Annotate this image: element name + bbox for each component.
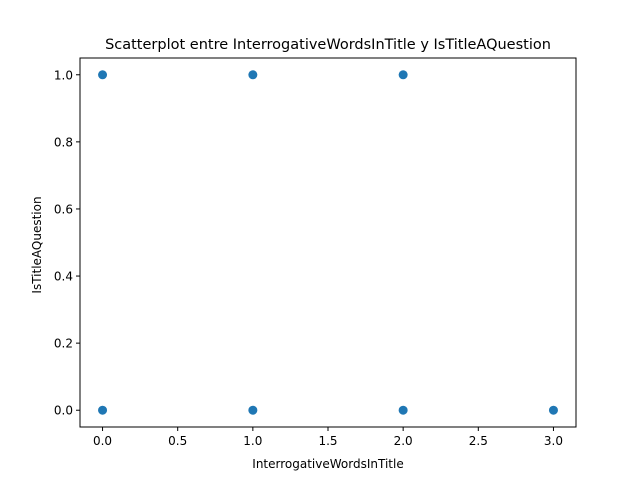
scatter-point [548,405,558,415]
y-axis-label: IsTitleAQuestion [30,196,44,293]
y-tick-label: 0.6 [54,202,73,216]
scatter-point [98,70,108,80]
scatter-point [398,405,408,415]
scatter-point [248,70,258,80]
x-tick-label: 1.0 [243,434,262,448]
x-tick-label: 0.5 [168,434,187,448]
y-axis: 0.0 0.2 0.4 0.6 0.8 1.0 [54,68,80,418]
plot-frame [79,57,577,428]
scatter-point [248,405,258,415]
x-tick-label: 1.5 [318,434,337,448]
scatter-marks [98,70,558,415]
scatter-point [98,405,108,415]
x-tick-label: 2.0 [394,434,413,448]
y-tick-label: 0.2 [54,337,73,351]
x-tick-label: 0.0 [93,434,112,448]
x-axis-label: InterrogativeWordsInTitle [252,457,403,471]
y-tick-label: 0.8 [54,135,73,149]
scatter-point [398,70,408,80]
chart-title: Scatterplot entre InterrogativeWordsInTi… [105,37,551,53]
y-tick-label: 1.0 [54,68,73,82]
x-tick-label: 3.0 [544,434,563,448]
x-tick-label: 2.5 [469,434,488,448]
x-axis: 0.0 0.5 1.0 1.5 2.0 2.5 3.0 [93,427,563,448]
y-tick-label: 0.0 [54,404,73,418]
y-tick-label: 0.4 [54,270,73,284]
